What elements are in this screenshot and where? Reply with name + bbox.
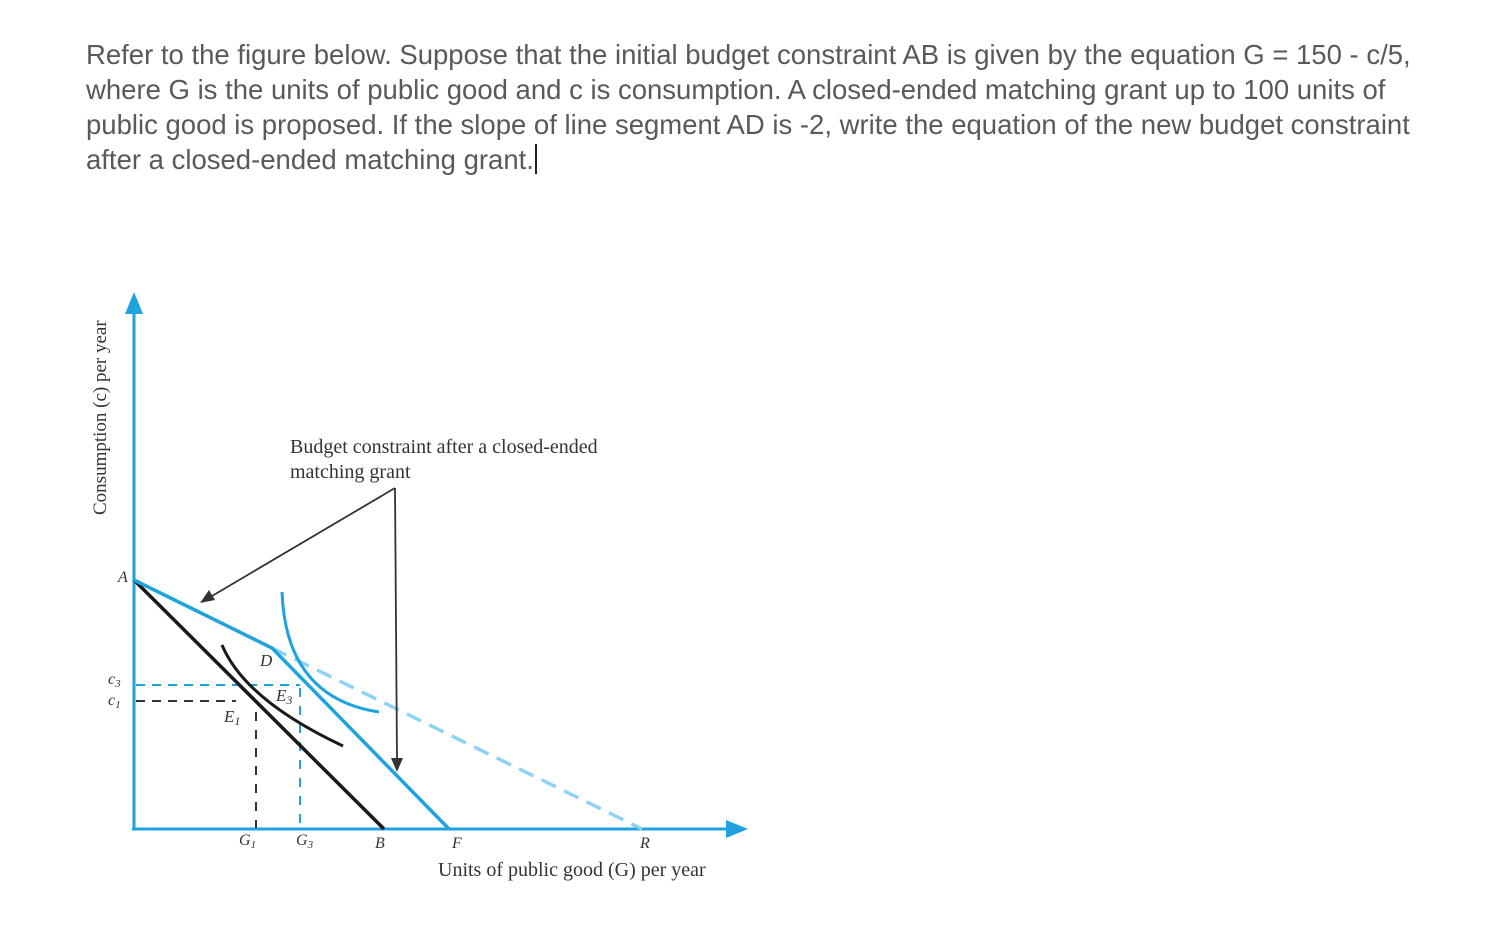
annotation-arrows [200,487,403,772]
x-axis-arrowhead [726,820,748,838]
annotation-arrowhead-down [391,758,403,772]
tick-label-g3: G3 [296,832,314,851]
question-text-content: Refer to the figure below. Suppose that … [86,39,1411,175]
new-budget-line-adf [133,578,451,831]
tick-label-c3: c3 [108,671,121,690]
indifference-curve-e1 [220,644,344,748]
annotation-label-line2: matching grant [290,461,411,483]
point-label-d: D [259,651,273,670]
y-axis-label: Consumption (c) per year [90,320,111,515]
tick-label-c1: c1 [108,692,121,711]
point-label-a: A [117,569,128,586]
text-cursor [534,144,537,174]
x-axis [132,820,748,838]
x-axis-label: Units of public good (G) per year [438,859,706,881]
annotation-label-line1: Budget constraint after a closed-ended [290,436,598,458]
point-label-e1: E1 [223,707,240,728]
indifference-curve-e3 [280,591,380,714]
tick-label-b: B [375,835,385,852]
point-label-e3: E3 [275,686,292,707]
question-text[interactable]: Refer to the figure below. Suppose that … [86,37,1446,177]
budget-extension-dashed-line [271,646,643,831]
original-budget-line-ab [132,578,386,831]
tick-label-r: R [639,835,650,852]
tick-label-g1: G1 [239,832,256,851]
tick-label-f: F [451,835,462,852]
y-axis [125,292,143,829]
annotation-arrowhead-left [200,590,215,603]
y-axis-arrowhead [125,292,143,314]
